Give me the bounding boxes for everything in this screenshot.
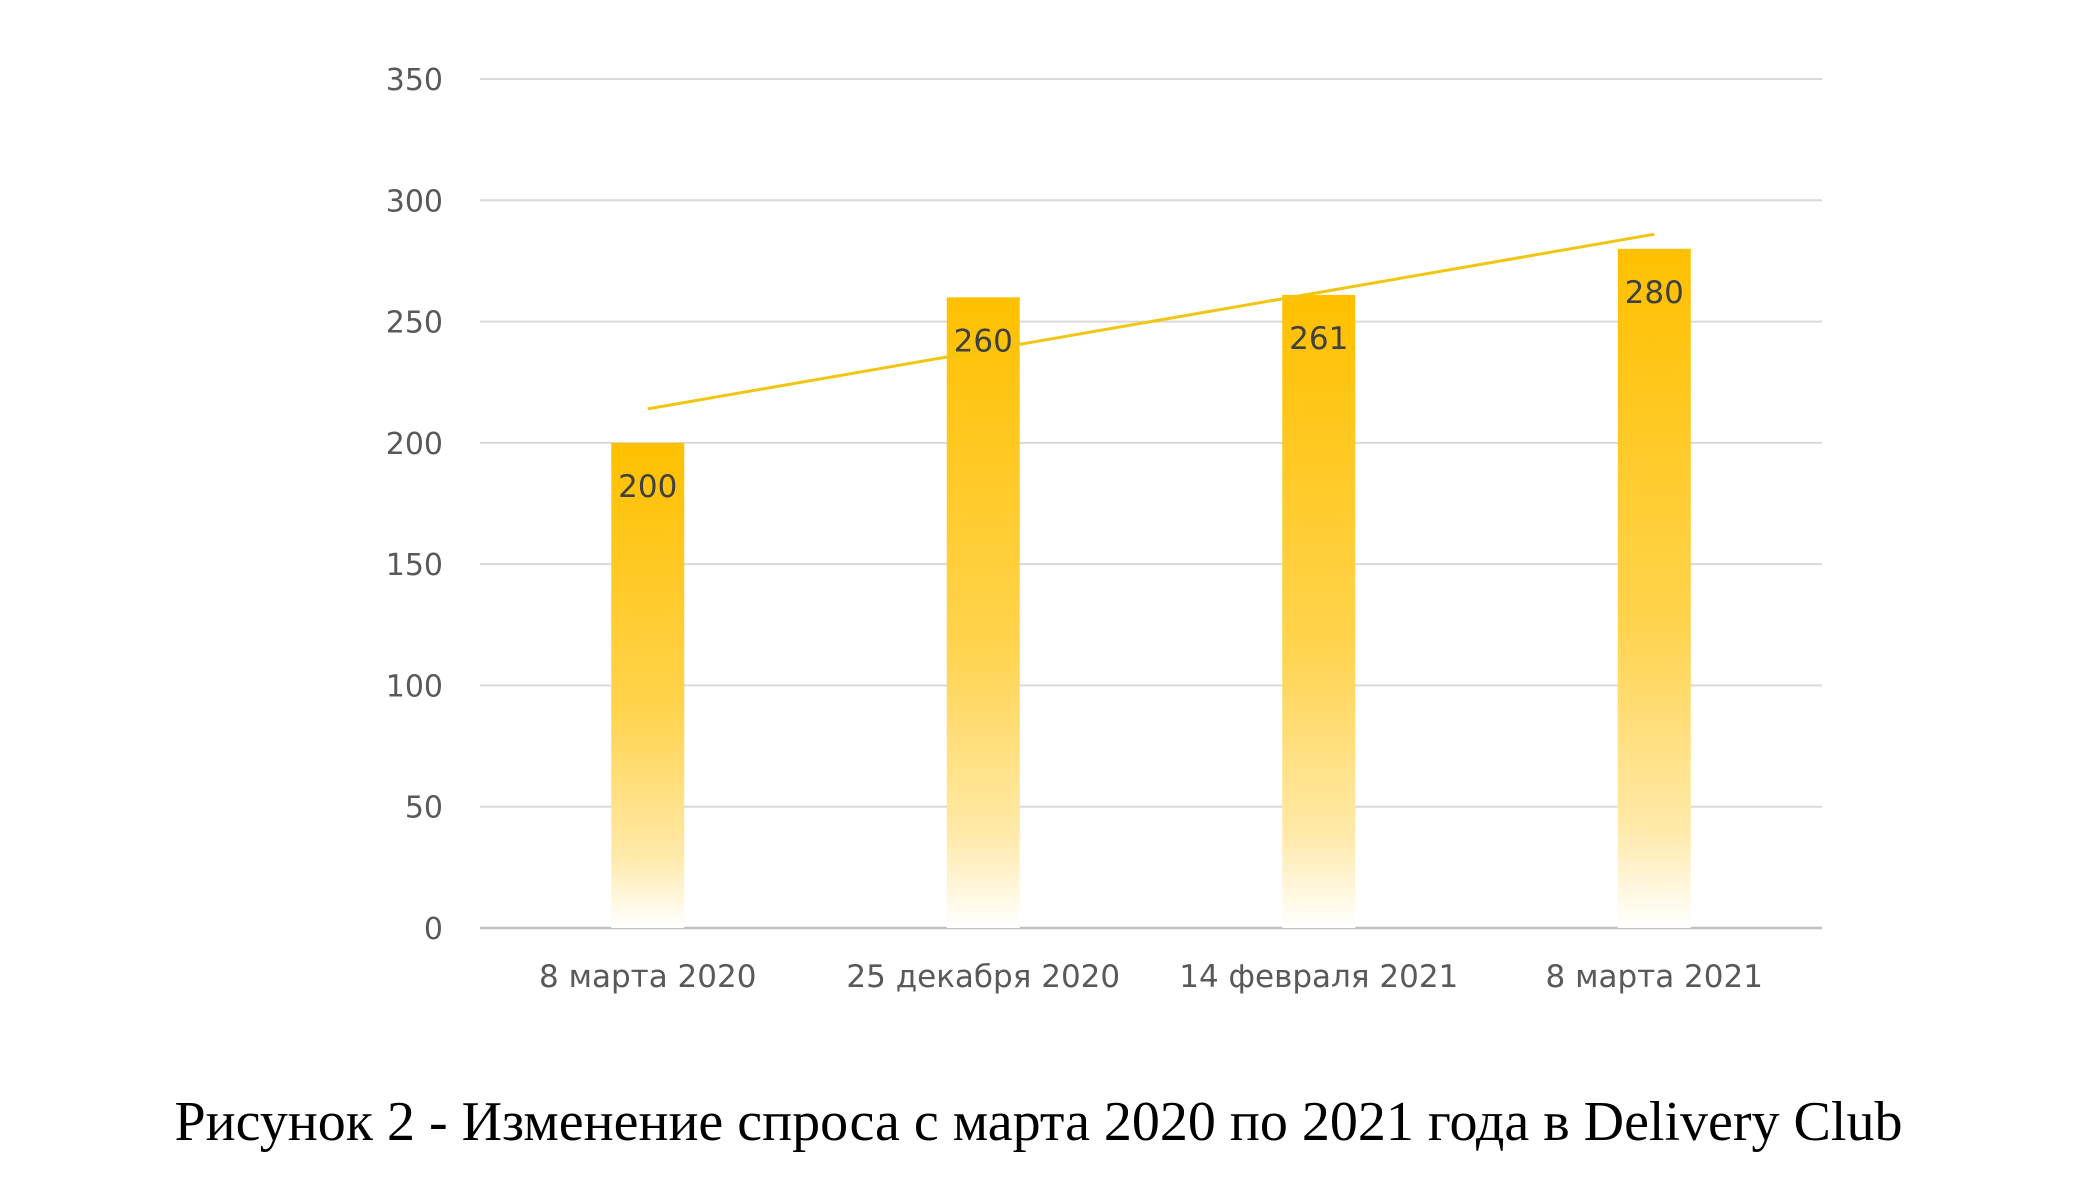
x-category-label: 8 марта 2021 xyxy=(1546,959,1763,995)
y-tick-label: 0 xyxy=(424,912,443,947)
trendline xyxy=(647,232,1655,411)
data-label: 260 xyxy=(954,323,1013,359)
y-tick-label: 350 xyxy=(386,63,443,98)
chart-area: 0 50 100 150 200 250 300 350 200 260 261 280 8 мар… xyxy=(386,63,1822,995)
bar xyxy=(946,297,1020,928)
bar xyxy=(1282,294,1356,929)
bars xyxy=(611,248,1691,929)
data-labels: 200 260 261 280 xyxy=(618,275,1684,505)
y-tick-label: 150 xyxy=(386,548,443,583)
y-axis-ticks: 0 50 100 150 200 250 300 350 xyxy=(386,63,443,947)
bar-chart: 0 50 100 150 200 250 300 350 200 260 261 280 8 мар… xyxy=(386,63,1822,995)
bar xyxy=(1617,248,1691,929)
figure-caption: Рисунок 2 - Изменение спроса с марта 202… xyxy=(174,1091,1903,1153)
x-axis-categories: 8 марта 2020 25 декабря 2020 14 февраля 20… xyxy=(539,959,1763,995)
data-label: 280 xyxy=(1625,275,1684,311)
x-category-label: 8 марта 2020 xyxy=(539,959,756,995)
data-label: 200 xyxy=(618,469,677,505)
x-category-label: 14 февраля 2021 xyxy=(1179,959,1458,995)
y-tick-label: 200 xyxy=(386,427,443,462)
y-tick-label: 50 xyxy=(405,791,443,826)
x-category-label: 25 декабря 2020 xyxy=(846,959,1120,995)
data-label: 261 xyxy=(1289,321,1348,357)
y-tick-label: 250 xyxy=(386,306,443,341)
bar xyxy=(611,442,685,928)
trendline-layer xyxy=(647,232,1655,411)
y-tick-label: 300 xyxy=(386,184,443,219)
y-tick-label: 100 xyxy=(386,669,443,704)
